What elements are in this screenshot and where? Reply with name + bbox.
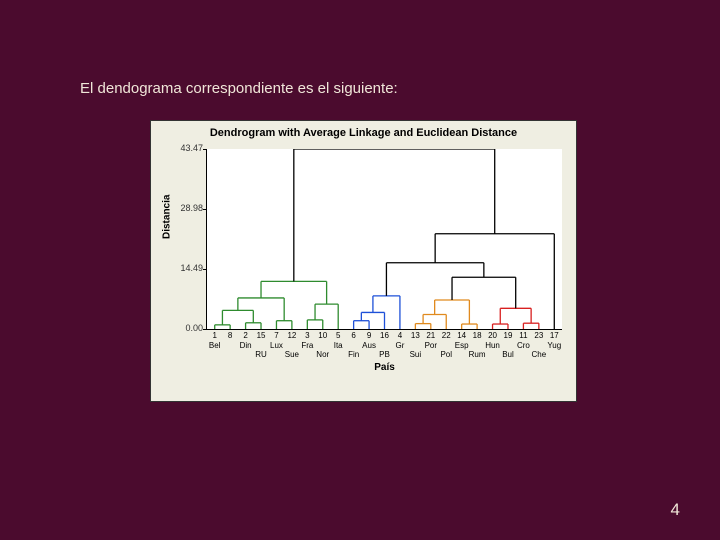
y-tick-label: 28.98	[180, 203, 203, 213]
x-tick-label: Sui	[410, 350, 422, 359]
x-tick-number: 18	[473, 331, 482, 340]
x-tick-number: 23	[534, 331, 543, 340]
x-axis-label: País	[374, 362, 395, 373]
x-tick-number: 14	[457, 331, 466, 340]
x-tick-number: 8	[228, 331, 232, 340]
x-tick-number: 15	[257, 331, 266, 340]
x-tick-label: Aus	[362, 341, 376, 350]
x-tick-label: Fin	[348, 350, 359, 359]
x-tick-number: 4	[398, 331, 402, 340]
x-tick-number: 12	[287, 331, 296, 340]
x-tick-number: 17	[550, 331, 559, 340]
y-tick-label: 0.00	[185, 323, 203, 333]
y-axis-label: Distancia	[162, 195, 173, 239]
x-tick-number: 21	[426, 331, 435, 340]
dendrogram-chart: Dendrogram with Average Linkage and Eucl…	[150, 120, 577, 402]
x-tick-number: 3	[305, 331, 309, 340]
x-tick-number: 11	[519, 331, 527, 340]
x-tick-label: Hun	[485, 341, 500, 350]
x-tick-label: RU	[255, 350, 267, 359]
x-tick-label: Gr	[395, 341, 404, 350]
x-tick-number: 16	[380, 331, 389, 340]
x-tick-number: 9	[367, 331, 371, 340]
x-tick-number: 5	[336, 331, 340, 340]
dendrogram-svg	[207, 149, 562, 329]
y-tick-label: 43.47	[180, 143, 203, 153]
x-tick-label: Por	[425, 341, 437, 350]
x-tick-label: Pol	[440, 350, 452, 359]
x-tick-label: Bul	[502, 350, 514, 359]
x-tick-label: Rum	[469, 350, 486, 359]
x-tick-label: Fra	[301, 341, 313, 350]
x-tick-label: Esp	[455, 341, 469, 350]
x-tick-number: 19	[504, 331, 513, 340]
x-tick-label: Sue	[285, 350, 299, 359]
x-tick-label: Nor	[316, 350, 329, 359]
x-tick-number: 6	[351, 331, 355, 340]
x-tick-label: Din	[240, 341, 252, 350]
x-tick-label: Che	[532, 350, 547, 359]
x-tick-label: Lux	[270, 341, 283, 350]
x-tick-label: Cro	[517, 341, 530, 350]
x-tick-number: 10	[318, 331, 327, 340]
chart-title: Dendrogram with Average Linkage and Eucl…	[151, 121, 576, 139]
x-tick-label: PB	[379, 350, 390, 359]
plot-area: Distancia País 0.0014.4928.9843.471Bel82…	[206, 149, 562, 330]
x-tick-label: Ita	[334, 341, 343, 350]
y-tick-label: 14.49	[180, 263, 203, 273]
x-tick-label: Yug	[547, 341, 561, 350]
x-tick-number: 20	[488, 331, 497, 340]
x-tick-number: 1	[212, 331, 216, 340]
x-tick-number: 7	[274, 331, 278, 340]
slide: El dendograma correspondiente es el sigu…	[0, 0, 720, 540]
x-tick-label: Bel	[209, 341, 221, 350]
x-tick-number: 22	[442, 331, 451, 340]
x-tick-number: 13	[411, 331, 420, 340]
page-number: 4	[671, 500, 680, 520]
x-tick-number: 2	[243, 331, 247, 340]
slide-caption: El dendograma correspondiente es el sigu…	[80, 80, 398, 97]
